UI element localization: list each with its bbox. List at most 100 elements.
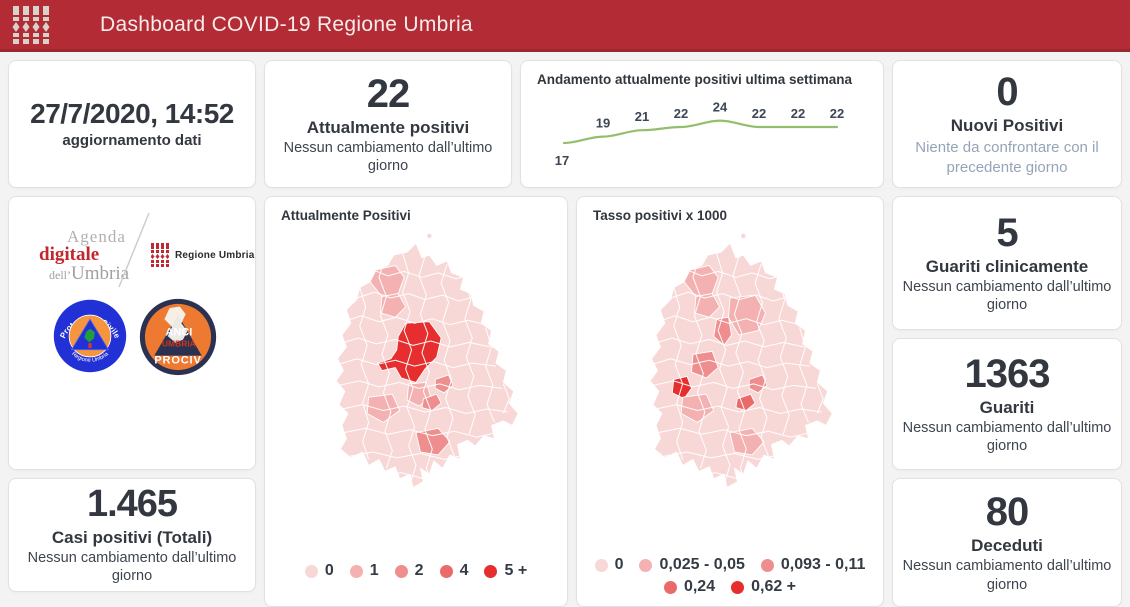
- tile-trend-chart[interactable]: Andamento attualmente positivi ultima se…: [520, 60, 884, 188]
- map2-title: Tasso positivi x 1000: [593, 208, 728, 223]
- legend-label: 4: [459, 562, 469, 579]
- legend-item: 0: [594, 556, 624, 574]
- deceased-label: Deceduti: [971, 536, 1043, 556]
- tile-map-current-positives[interactable]: Attualmente Positivi 0 1 2 4 5 +: [264, 196, 568, 607]
- trend-chart-title: Andamento attualmente positivi ultima se…: [537, 72, 853, 87]
- legend-item: 0,093 - 0,11: [760, 556, 865, 574]
- current-positives-value: 22: [366, 71, 410, 116]
- new-positives-value: 0: [996, 70, 1018, 114]
- map2-legend: 0 0,025 - 0,05 0,093 - 0,11 0,24 0,62 +: [577, 556, 883, 596]
- svg-text:PROCIV: PROCIV: [154, 354, 201, 366]
- regione-umbria-logo-icon: [12, 5, 50, 44]
- legend-dot: [594, 558, 608, 572]
- tile-logos[interactable]: Agenda digitale dell’Umbria Regione Umbr…: [8, 196, 256, 470]
- regione-umbria-logo: Regione Umbria: [151, 243, 254, 267]
- trend-data-label: 22: [791, 106, 805, 121]
- legend-label: 0,24: [683, 578, 716, 595]
- legend-dot: [394, 564, 408, 578]
- legend-item: 1: [349, 562, 379, 580]
- total-cases-sublabel: Nessun cambiamento dall’ultimo giorno: [27, 549, 237, 584]
- tile-deceased[interactable]: 80 Deceduti Nessun cambiamento dall’ulti…: [892, 478, 1122, 607]
- tile-new-positives[interactable]: 0 Nuovi Positivi Niente da confrontare c…: [892, 60, 1122, 188]
- legend-item: 5 +: [484, 562, 527, 580]
- legend-dot: [731, 580, 745, 594]
- trend-line: [562, 119, 839, 145]
- map-region-cell-valfabbrica[interactable]: [713, 316, 732, 346]
- agenda-logo-line1: Agenda: [67, 227, 126, 246]
- regione-umbria-bars-icon: [151, 243, 169, 267]
- deceased-sublabel: Nessun cambiamento dall’ultimo giorno: [902, 558, 1112, 593]
- choropleth-map-current-positives[interactable]: [305, 227, 527, 523]
- legend-label: 0,025 - 0,05: [659, 556, 745, 573]
- agenda-logo-line3: dell’Umbria: [49, 263, 130, 284]
- map-region-cell-perugia[interactable]: [377, 321, 442, 383]
- app-header: Dashboard COVID-19 Regione Umbria: [0, 0, 1130, 52]
- tile-map-rate[interactable]: Tasso positivi x 1000 0 0,025 - 0,05 0,093…: [576, 196, 884, 607]
- legend-label: 0,62 +: [751, 578, 797, 595]
- legend-dot: [439, 564, 453, 578]
- legend-label: 5 +: [504, 562, 528, 579]
- legend-item: 0,24: [663, 578, 716, 596]
- trend-data-label: 24: [713, 100, 728, 115]
- new-positives-note: Niente da confrontare con il precedente …: [915, 139, 1099, 176]
- page-title: Dashboard COVID-19 Regione Umbria: [100, 12, 473, 36]
- tile-last-update[interactable]: 27/7/2020, 14:52 aggiornamento dati: [8, 60, 256, 188]
- deceased-value: 80: [985, 490, 1029, 535]
- legend-label: 0: [324, 562, 334, 579]
- clinically-recovered-label: Guariti clinicamente: [925, 256, 1089, 276]
- map-region-exclave[interactable]: [740, 232, 747, 239]
- clinically-recovered-value: 5: [996, 210, 1018, 255]
- current-positives-label: Attualmente positivi: [306, 117, 470, 137]
- legend-label: 0: [614, 556, 624, 573]
- anci-umbria-prociv-logo: ANCI UMBRIA PROCIV: [139, 298, 217, 376]
- legend-dot: [484, 564, 498, 578]
- legend-item: 0: [304, 562, 334, 580]
- map1-legend: 0 1 2 4 5 +: [265, 562, 567, 580]
- map-region-cell-nw2[interactable]: [694, 293, 721, 318]
- legend-dot: [663, 580, 677, 594]
- map1-title: Attualmente Positivi: [281, 208, 411, 223]
- legend-item: 0,62 +: [731, 578, 796, 596]
- map-region-exclave[interactable]: [426, 232, 433, 239]
- legend-label: 2: [414, 562, 424, 579]
- trend-data-label: 17: [555, 153, 569, 168]
- map-municipality-borders: [651, 253, 824, 485]
- trend-data-label: 22: [674, 106, 688, 121]
- new-positives-label: Nuovi Positivi: [950, 116, 1064, 135]
- map-municipality-borders: [337, 253, 510, 485]
- map-region-cell-magione[interactable]: [366, 393, 401, 423]
- tile-clinically-recovered[interactable]: 5 Guariti clinicamente Nessun cambiament…: [892, 196, 1122, 330]
- legend-dot: [760, 558, 774, 572]
- agenda-logo-line2: digitale: [39, 244, 100, 265]
- tile-total-cases[interactable]: 1.465 Casi positivi (Totali) Nessun camb…: [8, 478, 256, 592]
- legend-label: 1: [369, 562, 379, 579]
- legend-item: 4: [439, 562, 469, 580]
- trend-data-label: 22: [830, 106, 844, 121]
- map-region-cell-east2[interactable]: [735, 393, 756, 411]
- logo-divider-slash: [118, 212, 150, 288]
- last-update-label: aggiornamento dati: [62, 131, 202, 149]
- tile-recovered[interactable]: 1363 Guariti Nessun cambiamento dall’ult…: [892, 338, 1122, 470]
- legend-dot: [304, 564, 318, 578]
- trend-data-label: 22: [752, 106, 766, 121]
- current-positives-sublabel: Nessun cambiamento dall’ultimo giorno: [283, 139, 493, 174]
- trend-data-label: 21: [635, 109, 649, 124]
- map-region-cell-magione[interactable]: [680, 393, 715, 423]
- map-region-cell-spoleto[interactable]: [729, 427, 765, 456]
- legend-item: 0,025 - 0,05: [639, 556, 745, 574]
- legend-dot: [349, 564, 363, 578]
- choropleth-map-positive-rate[interactable]: [619, 227, 841, 523]
- map-region-cell-spoleto[interactable]: [415, 427, 451, 456]
- agenda-digitale-logo: Agenda digitale dell’Umbria: [29, 227, 129, 285]
- total-cases-value: 1.465: [86, 482, 178, 525]
- legend-item: 2: [394, 562, 424, 580]
- svg-text:ANCI: ANCI: [165, 326, 192, 338]
- last-update-value: 27/7/2020, 14:52: [30, 98, 234, 130]
- trend-line-chart[interactable]: 17 19 21 22 24 22 22 22: [521, 91, 884, 183]
- map-region-cell-nw2[interactable]: [380, 293, 407, 318]
- map-region-cell-corciano[interactable]: [691, 350, 719, 379]
- total-cases-label: Casi positivi (Totali): [51, 527, 213, 547]
- map-region-cell-east2[interactable]: [421, 393, 442, 411]
- recovered-sublabel: Nessun cambiamento dall’ultimo giorno: [902, 419, 1112, 454]
- tile-current-positives[interactable]: 22 Attualmente positivi Nessun cambiamen…: [264, 60, 512, 188]
